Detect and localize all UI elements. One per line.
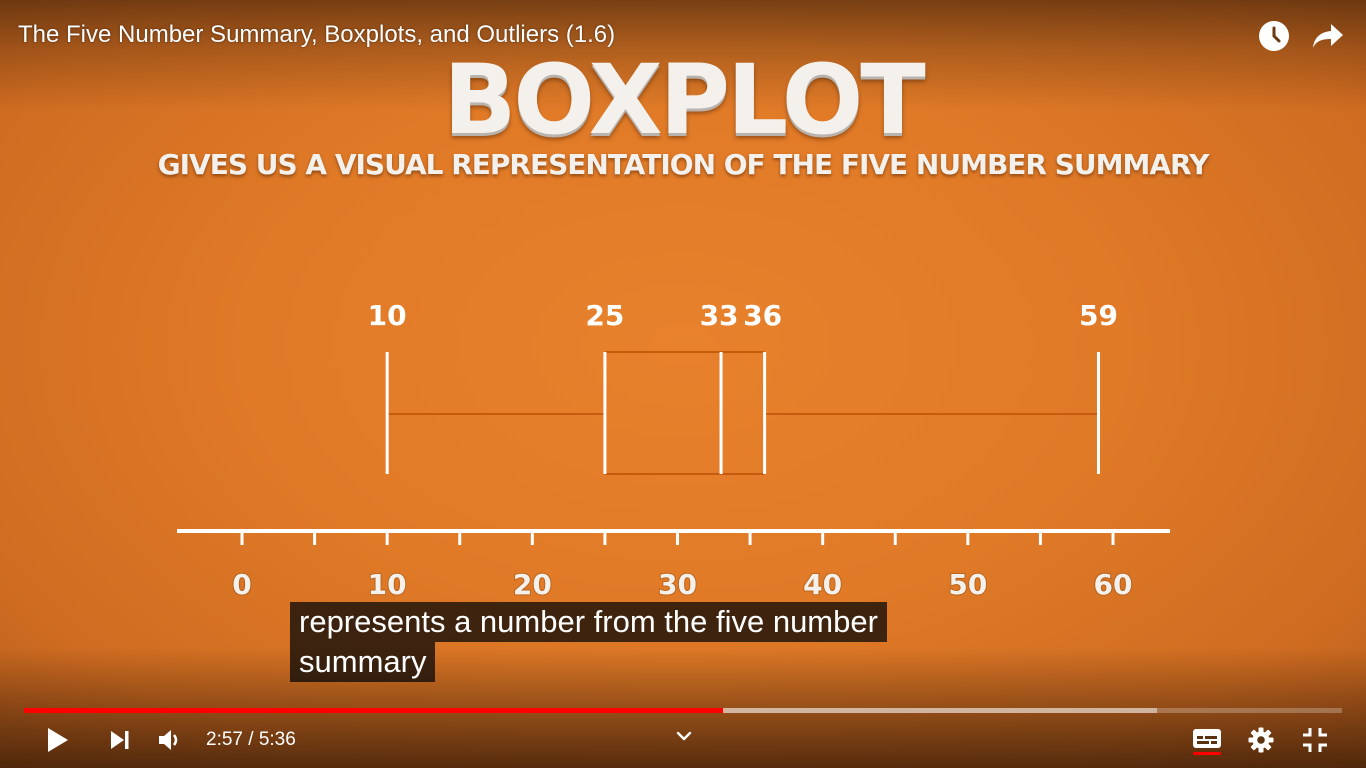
progress-bar[interactable] [24, 708, 1342, 713]
axis-tick-label: 0 [232, 568, 251, 601]
next-button[interactable] [100, 720, 140, 760]
boxplot-value-label: 59 [1079, 299, 1118, 332]
subtitles-icon [1193, 729, 1221, 755]
boxplot-value-label: 36 [743, 299, 782, 332]
settings-button[interactable] [1240, 720, 1282, 760]
progress-played [24, 708, 723, 713]
boxplot-value-label: 33 [700, 299, 739, 332]
play-icon [48, 728, 68, 752]
axis-tick-label: 10 [368, 568, 407, 601]
boxplot-axis: 0 10 20 30 40 50 60 [177, 529, 1170, 602]
caption-line-2: summary [290, 642, 436, 682]
boxplot-figure: 10 25 33 36 59 0 10 20 30 40 50 60 [177, 299, 1170, 602]
volume-icon [159, 730, 178, 750]
current-time: 2:57 [206, 729, 243, 750]
captions: represents a number from the five number… [290, 602, 990, 682]
axis-tick-label: 40 [803, 568, 842, 601]
boxplot-value-labels: 10 25 33 36 59 [368, 299, 1118, 332]
axis-tick-label: 20 [513, 568, 552, 601]
share-button[interactable] [1308, 16, 1348, 56]
axis-tick-label: 50 [948, 568, 987, 601]
duration: 5:36 [258, 729, 296, 750]
clock-icon [1259, 21, 1289, 51]
play-button[interactable] [38, 720, 78, 760]
axis-tick-label: 60 [1094, 568, 1133, 601]
boxplot-value-label: 10 [368, 299, 407, 332]
skip-next-icon [111, 731, 129, 749]
chapters-button[interactable] [664, 718, 704, 754]
exit-fullscreen-icon [1303, 728, 1327, 752]
caption-line-1: represents a number from the five number [290, 602, 887, 642]
exit-fullscreen-button[interactable] [1294, 720, 1336, 760]
chevron-down-icon [676, 731, 692, 741]
subtitles-button[interactable] [1186, 720, 1228, 760]
boxplot-box [385, 351, 1100, 475]
time-separator: / [242, 729, 259, 750]
watch-later-button[interactable] [1254, 16, 1294, 56]
time-display: 2:57 / 5:36 [206, 728, 296, 752]
axis-tick-label: 30 [658, 568, 697, 601]
gear-icon [1248, 727, 1274, 753]
volume-button[interactable] [150, 720, 190, 760]
boxplot-value-label: 25 [585, 299, 624, 332]
slide-heading: BOXPLOT [443, 44, 926, 156]
subtitles-active-underline [1193, 752, 1221, 755]
video-title[interactable]: The Five Number Summary, Boxplots, and O… [18, 21, 616, 48]
share-arrow-icon [1313, 24, 1343, 48]
slide-subheading: GIVES US A VISUAL REPRESENTATION OF THE … [157, 148, 1210, 181]
